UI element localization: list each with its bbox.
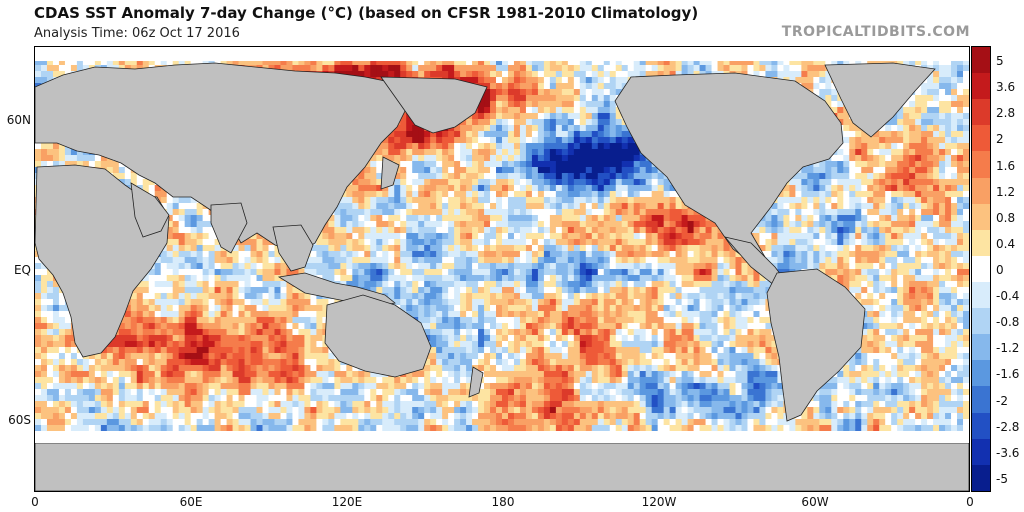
colorbar-segment — [972, 255, 990, 282]
sst-anomaly-map — [34, 46, 970, 492]
lon-label-0-left: 0 — [31, 495, 39, 509]
colorbar-label: -5 — [996, 471, 1008, 486]
lon-label-0-right: 0 — [966, 495, 974, 509]
colorbar-segment — [972, 177, 990, 204]
lon-label-60e: 60E — [179, 495, 203, 509]
colorbar-segment — [972, 334, 990, 361]
colorbar-segment — [972, 125, 990, 152]
colorbar — [971, 46, 991, 492]
land-masses — [35, 62, 969, 491]
lon-label-120w: 120W — [641, 495, 677, 509]
lon-label-120e: 120E — [331, 495, 363, 509]
colorbar-label: -2.8 — [996, 419, 1020, 434]
colorbar-segment — [972, 386, 990, 413]
colorbar-label: -3.6 — [996, 445, 1020, 460]
colorbar-label: 1.6 — [996, 158, 1016, 173]
colorbar-segment — [972, 412, 990, 439]
colorbar-label: 0.4 — [996, 236, 1016, 251]
colorbar-label: -1.6 — [996, 367, 1020, 382]
colorbar-segment — [972, 73, 990, 100]
lon-label-60w: 60W — [801, 495, 829, 509]
colorbar-label: -0.8 — [996, 315, 1020, 330]
colorbar-label: -0.4 — [996, 289, 1020, 304]
colorbar-label: 0 — [996, 263, 1004, 277]
colorbar-label: 3.6 — [996, 80, 1016, 95]
site-credit: TROPICALTIDBITS.COM — [781, 24, 970, 40]
colorbar-label: -2 — [996, 393, 1008, 408]
sea-ice — [35, 47, 969, 443]
colorbar-label: -1.2 — [996, 341, 1020, 356]
lon-label-180: 180 — [491, 495, 515, 509]
colorbar-segment — [972, 464, 990, 491]
colorbar-label: 5 — [996, 54, 1004, 69]
map-title: CDAS SST Anomaly 7-day Change (°C) (base… — [34, 4, 699, 22]
colorbar-segment — [972, 47, 990, 74]
colorbar-segment — [972, 229, 990, 256]
lat-label-eq: EQ — [13, 263, 31, 277]
colorbar-label: 0.8 — [996, 210, 1016, 225]
colorbar-segment — [972, 203, 990, 230]
lat-label-60s: 60S — [8, 413, 31, 427]
colorbar-label: 2.8 — [996, 106, 1016, 121]
colorbar-segment — [972, 438, 990, 465]
analysis-time: Analysis Time: 06z Oct 17 2016 — [34, 26, 240, 41]
colorbar-segment — [972, 281, 990, 309]
lat-label-60n: 60N — [6, 113, 31, 127]
colorbar-segment — [972, 151, 990, 178]
colorbar-label: 1.2 — [996, 184, 1016, 199]
colorbar-segment — [972, 99, 990, 126]
map-canvas — [35, 47, 969, 491]
colorbar-label: 2 — [996, 132, 1004, 147]
colorbar-segment — [972, 360, 990, 387]
colorbar-segment — [972, 308, 990, 335]
